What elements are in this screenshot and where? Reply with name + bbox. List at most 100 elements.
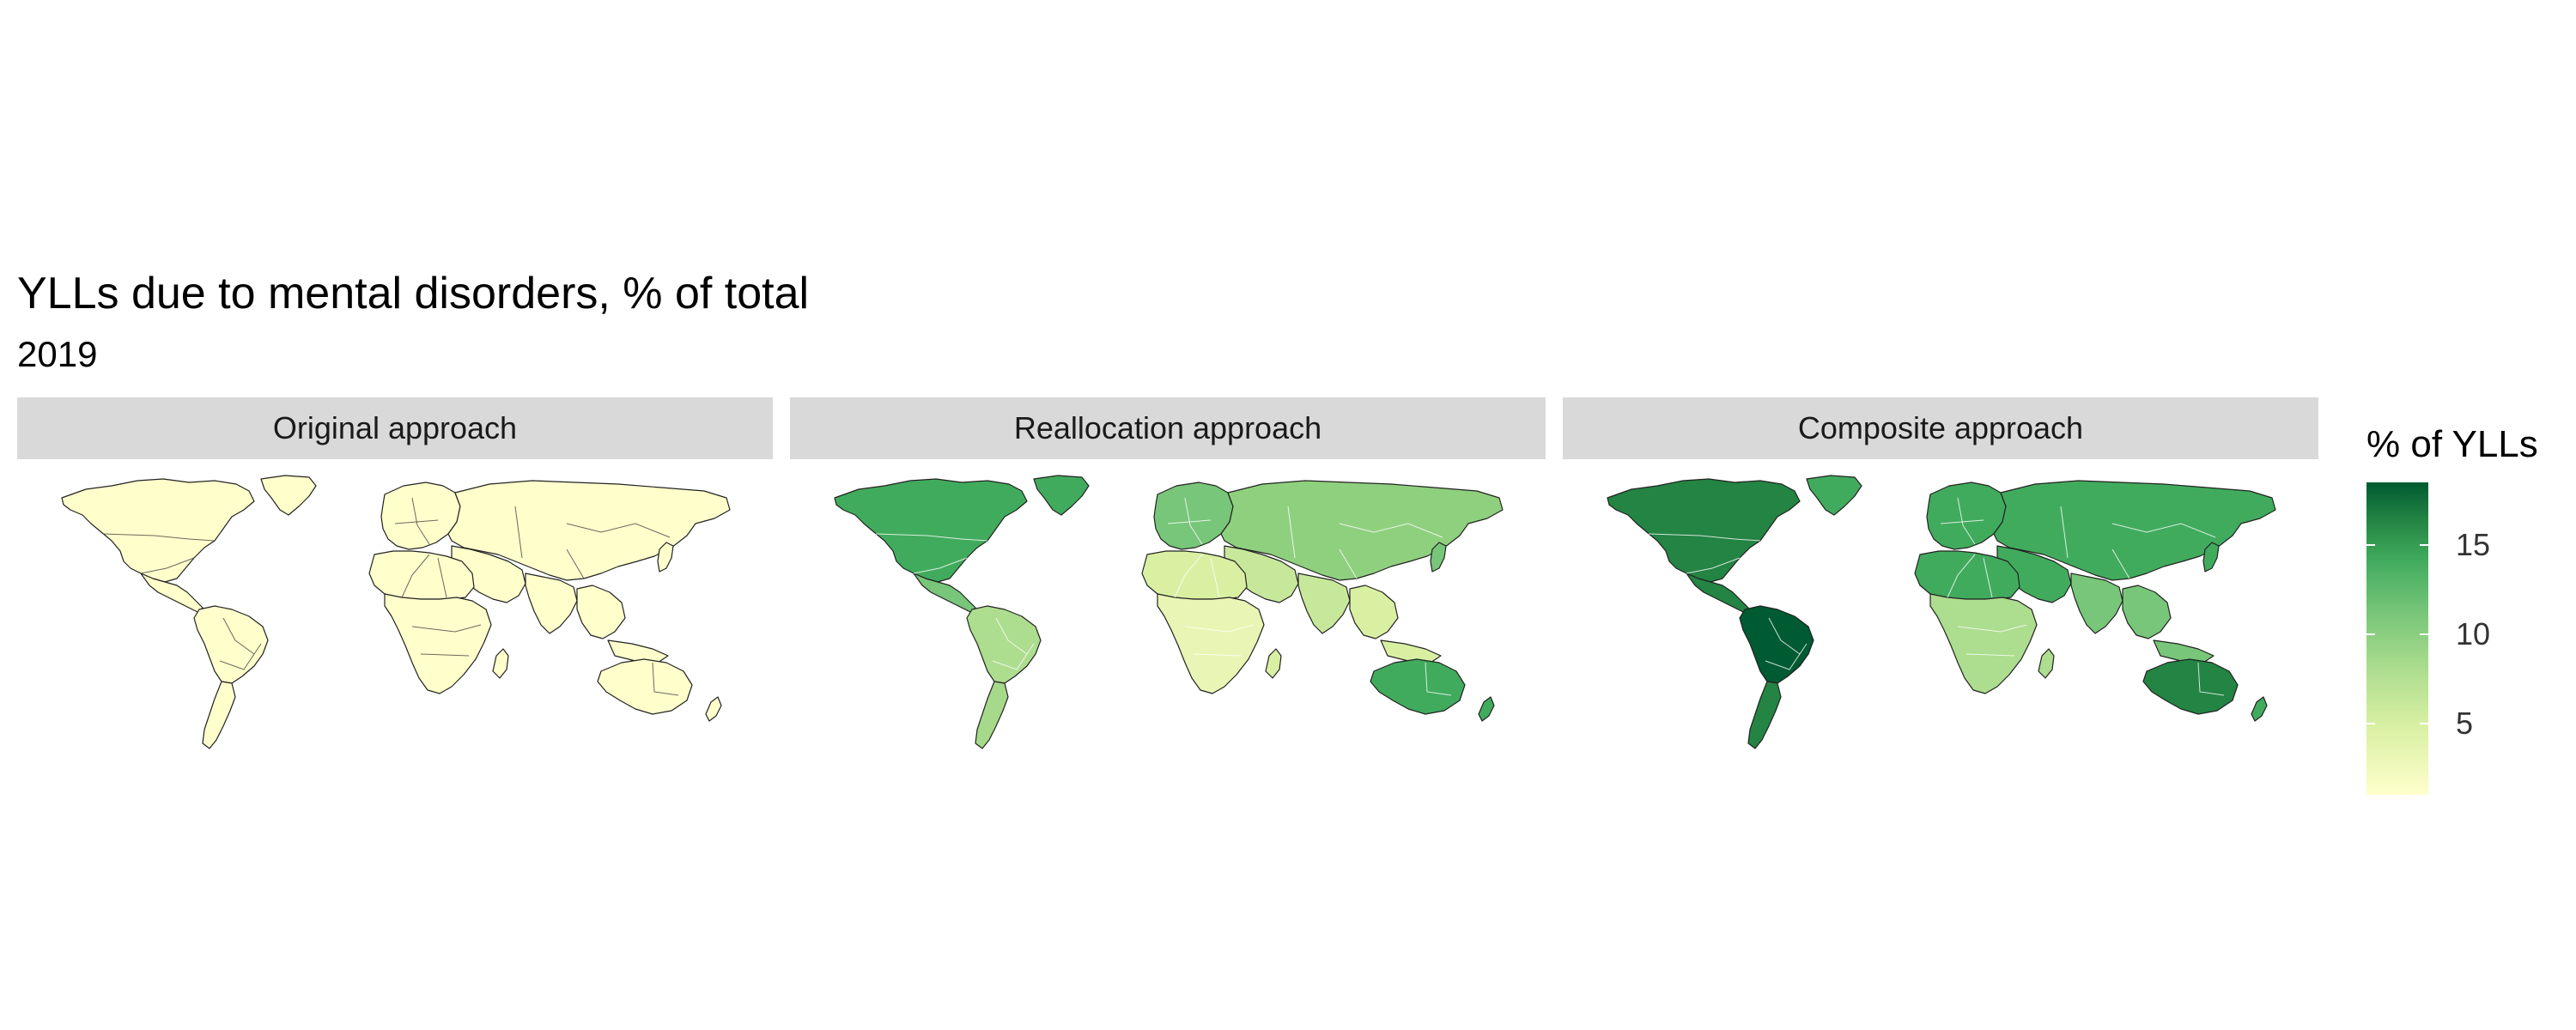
country-border — [420, 653, 470, 657]
region-north-africa — [368, 550, 475, 600]
country-border — [1193, 653, 1242, 657]
country-border — [1184, 497, 1203, 545]
country-border — [1339, 548, 1358, 579]
region-europe — [1153, 482, 1234, 550]
country-border — [1940, 519, 1984, 524]
country-border — [1184, 624, 1255, 633]
legend-tick-right-2 — [2420, 722, 2428, 724]
world-map-original — [61, 475, 731, 749]
region-greenland — [1033, 475, 1090, 516]
region-south-america — [966, 605, 1042, 684]
country-border — [1174, 554, 1203, 598]
country-border — [222, 617, 255, 655]
region-north-africa — [1141, 550, 1248, 600]
country-border — [411, 497, 430, 545]
region-north-america — [61, 478, 255, 583]
chart-subtitle: 2019 — [17, 334, 98, 374]
legend-tick-left-2 — [2366, 722, 2375, 724]
legend-label-2: 5 — [2456, 705, 2474, 741]
map-panel-original — [52, 472, 738, 755]
region-europe — [380, 482, 461, 550]
region-north-africa — [1914, 550, 2020, 600]
region-south-asia — [1297, 573, 1351, 634]
facet-strip-reallocation: Reallocation approach — [790, 397, 1546, 459]
country-border — [1957, 624, 2027, 633]
region-madagascar — [492, 648, 509, 679]
world-map-composite — [1607, 475, 2276, 749]
country-border — [401, 554, 430, 598]
country-border — [992, 643, 1035, 670]
region-south-asia — [525, 573, 578, 634]
region-madagascar — [1265, 648, 1282, 679]
region-south-america-south — [1747, 681, 1782, 749]
region-europe — [1926, 482, 2007, 550]
country-border — [875, 533, 988, 542]
country-border — [2111, 548, 2130, 579]
country-border — [437, 557, 447, 598]
region-australia — [2142, 658, 2239, 715]
region-australia — [597, 658, 693, 715]
map-panel-reallocation — [824, 472, 1511, 755]
country-border — [1287, 506, 1296, 559]
country-border — [1425, 662, 1452, 696]
region-russia-asia — [1220, 480, 1504, 581]
region-russia-asia — [1993, 480, 2276, 581]
country-border — [1768, 617, 1801, 655]
legend-tick-right-1 — [2420, 633, 2428, 635]
region-japan — [2202, 542, 2220, 573]
country-border — [2111, 523, 2216, 538]
facet-label-original: Original approach — [272, 410, 518, 445]
country-border — [566, 523, 671, 538]
country-border — [913, 557, 968, 574]
country-border — [514, 506, 523, 559]
country-border — [1983, 557, 1993, 598]
chart-title: YLLs due to mental disorders, % of total — [17, 269, 810, 318]
region-subsaharan-africa — [384, 593, 492, 694]
legend-tick-right-0 — [2420, 543, 2428, 546]
map-panel-composite — [1597, 472, 2284, 755]
region-south-america — [193, 605, 269, 684]
legend-tick-left-0 — [2366, 543, 2375, 546]
facet-strip-composite: Composite approach — [1563, 397, 2318, 459]
country-border — [995, 617, 1028, 655]
region-new-zealand — [1478, 696, 1495, 722]
country-border — [2197, 662, 2225, 696]
region-north-america — [834, 478, 1028, 583]
country-border — [1686, 557, 1741, 574]
region-japan — [1430, 542, 1447, 573]
country-border — [1339, 523, 1443, 538]
facet-label-reallocation: Reallocation approach — [1013, 410, 1322, 445]
country-border — [1965, 653, 2015, 657]
region-south-asia — [2070, 573, 2123, 634]
country-border — [566, 548, 585, 579]
region-subsaharan-africa — [1157, 593, 1265, 694]
region-greenland — [260, 475, 317, 516]
legend-label-0: 15 — [2456, 526, 2491, 562]
region-subsaharan-africa — [1929, 593, 2038, 694]
region-australia — [1370, 658, 1466, 715]
country-border — [2060, 506, 2069, 559]
facet-label-composite: Composite approach — [1797, 410, 2084, 445]
country-border — [652, 662, 679, 696]
region-southeast-asia — [576, 585, 669, 663]
region-new-zealand — [705, 696, 722, 722]
facet-strip-original: Original approach — [17, 397, 773, 459]
region-north-america — [1607, 478, 1801, 583]
region-south-america-south — [202, 681, 236, 749]
legend-colorbar — [2366, 482, 2428, 795]
country-border — [1765, 643, 1807, 670]
legend-title: % of YLLs — [2366, 423, 2538, 465]
region-south-america — [1739, 605, 1814, 684]
country-border — [1947, 554, 1976, 598]
world-map-reallocation — [834, 475, 1504, 749]
country-border — [394, 519, 439, 524]
region-madagascar — [2038, 648, 2055, 679]
country-border — [1957, 497, 1976, 545]
country-border — [219, 643, 262, 670]
region-greenland — [1806, 475, 1862, 516]
legend-tick-left-1 — [2366, 633, 2375, 635]
region-japan — [657, 542, 674, 573]
region-russia-asia — [447, 480, 731, 581]
region-southeast-asia — [2122, 585, 2215, 663]
region-new-zealand — [2251, 696, 2268, 722]
